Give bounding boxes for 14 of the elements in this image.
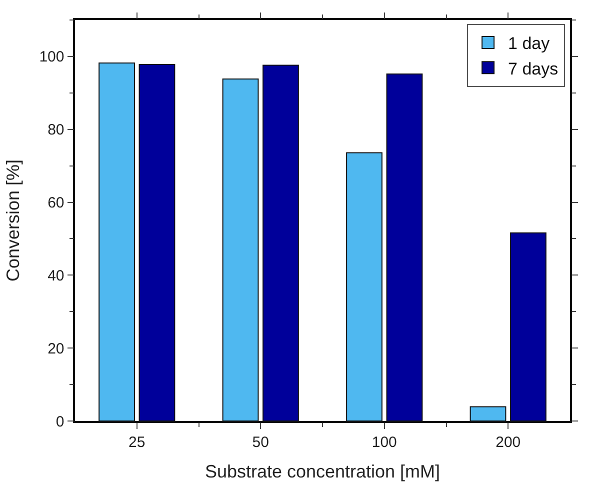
x-tick-label: 100 (372, 434, 397, 451)
y-tick-label: 60 (48, 194, 64, 212)
legend-label: 7 days (508, 59, 558, 78)
x-tick-label: 50 (252, 434, 269, 451)
y-tick-label: 20 (48, 340, 64, 358)
y-tick-label: 0 (56, 413, 64, 430)
y-axis-title: Conversion [%] (2, 159, 23, 282)
x-axis-title: Substrate concentration [mM] (204, 461, 440, 482)
y-tick-label: 100 (39, 48, 64, 66)
y-tick-label: 80 (48, 122, 64, 139)
legend-label: 1 day (508, 34, 550, 54)
x-tick-label: 25 (128, 434, 146, 451)
x-tick-label: 200 (496, 434, 521, 451)
y-tick-label: 40 (48, 267, 64, 284)
